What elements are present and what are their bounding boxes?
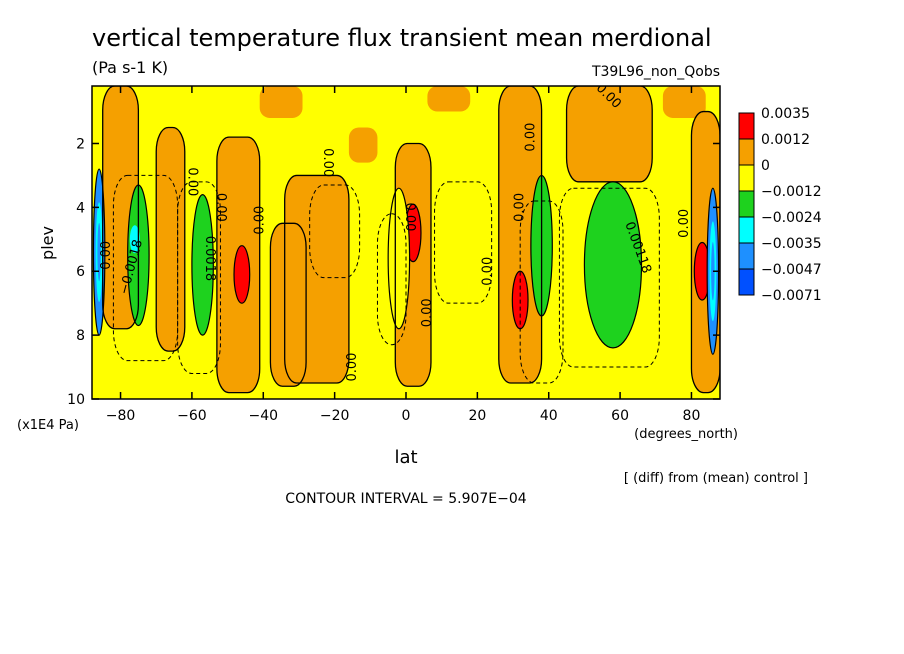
x-tick-label: 40 — [540, 408, 558, 424]
legend-label: 0.0012 — [761, 132, 810, 148]
y-unit-label: (x1E4 Pa) — [17, 418, 79, 433]
field-core-inner — [129, 225, 140, 254]
field-patch-positive — [662, 86, 706, 118]
y-tick-label: 8 — [76, 328, 85, 344]
contour-label: 0.00 — [252, 206, 267, 235]
contour-label: 0.00 — [420, 298, 435, 327]
x-tick-label: 80 — [683, 408, 701, 424]
contour-line-solid — [216, 136, 261, 394]
x-tick-label: 0 — [402, 408, 411, 424]
y-tick-label: 4 — [76, 200, 85, 216]
legend-label: −0.0071 — [761, 288, 822, 304]
field-band-positive — [156, 127, 185, 352]
field-core-negative — [387, 187, 411, 330]
field-core-inner — [97, 223, 101, 282]
contour-label: 0.0018 — [202, 236, 217, 282]
x-unit-label: (degrees_north) — [634, 427, 738, 442]
x-tick-label: 60 — [611, 408, 629, 424]
contour-lines — [102, 86, 720, 394]
contour-line-solid — [565, 86, 653, 183]
x-tick-label: −80 — [106, 408, 136, 424]
legend-label: −0.0012 — [761, 184, 822, 200]
contour-label: 0.00 — [677, 209, 692, 238]
field-patch-positive — [427, 86, 471, 112]
contour-label: 0.00 — [402, 202, 417, 231]
field-band-positive — [498, 86, 542, 384]
chart-title: vertical temperature flux transient mean… — [92, 24, 712, 52]
field-band-positive — [270, 223, 307, 387]
contour-line-solid — [394, 142, 432, 387]
contour-line-dashed — [434, 181, 493, 304]
legend-swatch — [738, 268, 755, 296]
legend-swatch — [738, 138, 755, 166]
y-tick-label: 2 — [76, 136, 85, 152]
x-tick-label: 20 — [468, 408, 486, 424]
run-label: T39L96_non_Qobs — [591, 64, 720, 80]
legend-label: 0 — [761, 158, 770, 174]
contour-label: 0.00 — [523, 123, 538, 152]
contour-line-solid — [155, 126, 186, 352]
contour-line-dashed — [309, 184, 361, 279]
units-label: (Pa s-1 K) — [92, 58, 168, 77]
x-tick-label: −60 — [177, 408, 207, 424]
legend-swatch — [738, 190, 755, 218]
legend-swatch — [738, 242, 755, 270]
contour-label: 0.00 — [345, 353, 360, 382]
x-tick-label: −40 — [248, 408, 278, 424]
contour-label: 0.00 — [213, 193, 228, 222]
legend-label: 0.0035 — [761, 106, 810, 122]
legend-label: −0.0024 — [761, 210, 822, 226]
contour-line-dashed — [376, 213, 407, 346]
contour-line-dashed — [558, 187, 660, 368]
field-patch-positive — [348, 127, 378, 163]
field-core-positive — [233, 245, 251, 304]
contour-line-solid — [284, 174, 350, 384]
contour-label: 0.00 — [481, 257, 496, 286]
contour-line-dashed — [177, 181, 221, 374]
y-tick-label: 10 — [67, 392, 85, 408]
y-axis-label: plev — [38, 226, 57, 260]
y-axis: 2 4 6 8 10 — [67, 136, 720, 408]
contour-line-solid — [498, 86, 543, 384]
contour-interval: CONTOUR INTERVAL = 5.907E−04 — [285, 491, 526, 507]
contour-line-dashed — [519, 200, 564, 384]
legend-label: −0.0047 — [761, 262, 822, 278]
contour-label: 0.00 — [184, 167, 199, 196]
contour-line-solid — [102, 86, 140, 330]
contour-label: 0.00 — [99, 241, 114, 270]
field-core-negative — [583, 181, 643, 349]
color-legend: 0.0035 0.0012 0 −0.0012 −0.0024 −0.0035 −0.004… — [738, 106, 822, 304]
field-band-positive — [566, 86, 653, 182]
x-tick-label: −20 — [320, 408, 350, 424]
contour-field — [92, 86, 720, 393]
contour-label: 0.00 — [513, 193, 528, 222]
legend-label: −0.0035 — [761, 236, 822, 252]
legend-swatch — [738, 216, 755, 244]
field-patch-positive — [259, 86, 303, 118]
contour-label: 0.00 — [320, 148, 335, 177]
field-core-inner — [711, 242, 715, 301]
field-core-negative — [191, 193, 214, 336]
x-axis-label: lat — [394, 447, 417, 468]
legend-swatch — [738, 164, 755, 192]
y-tick-label: 6 — [76, 264, 85, 280]
contour-line-solid — [269, 222, 307, 387]
diff-note: [ (diff) from (mean) control ] — [624, 471, 808, 486]
x-axis: −80 −60 −40 −20 0 20 40 60 80 — [106, 86, 701, 424]
legend-swatch — [738, 112, 755, 140]
